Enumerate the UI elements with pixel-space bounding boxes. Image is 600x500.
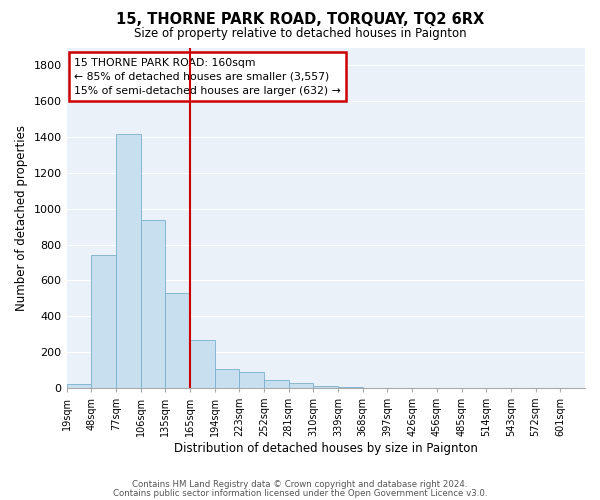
Y-axis label: Number of detached properties: Number of detached properties [15,124,28,310]
Text: 15 THORNE PARK ROAD: 160sqm
← 85% of detached houses are smaller (3,557)
15% of : 15 THORNE PARK ROAD: 160sqm ← 85% of det… [74,58,341,96]
Bar [313,386,338,388]
Bar [91,256,116,388]
Bar [338,387,363,388]
Bar [116,134,140,388]
Text: Contains public sector information licensed under the Open Government Licence v3: Contains public sector information licen… [113,488,487,498]
Bar [190,340,215,388]
Bar [67,384,91,388]
X-axis label: Distribution of detached houses by size in Paignton: Distribution of detached houses by size … [174,442,478,455]
Bar [289,384,313,388]
Bar [165,293,190,388]
Bar [215,369,239,388]
Bar [239,372,264,388]
Text: Contains HM Land Registry data © Crown copyright and database right 2024.: Contains HM Land Registry data © Crown c… [132,480,468,489]
Text: 15, THORNE PARK ROAD, TORQUAY, TQ2 6RX: 15, THORNE PARK ROAD, TORQUAY, TQ2 6RX [116,12,484,28]
Text: Size of property relative to detached houses in Paignton: Size of property relative to detached ho… [134,28,466,40]
Bar [140,220,165,388]
Bar [264,380,289,388]
